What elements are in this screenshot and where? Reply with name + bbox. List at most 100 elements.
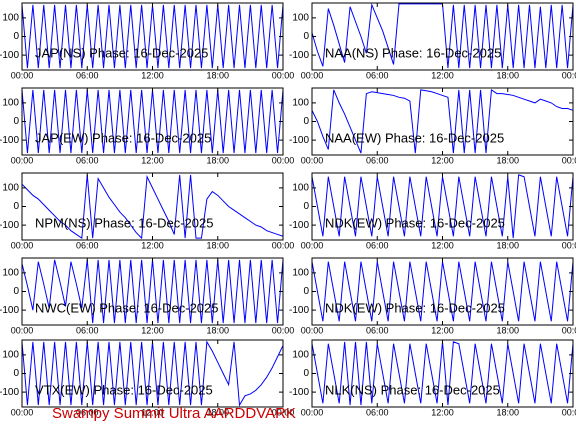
panel: -100010000:0006:0012:0018:0000:00NAA(EW)… [289, 87, 576, 165]
panel-title: NAA(NS) Phase: 16-Dec-2025 [325, 45, 501, 60]
y-tick-label: 100 [292, 350, 309, 361]
y-tick-label: -100 [289, 135, 309, 146]
y-tick-label: 100 [2, 350, 19, 361]
y-tick-label: 100 [2, 13, 19, 24]
y-tick-label: 100 [2, 98, 19, 109]
y-tick-label: 0 [303, 201, 309, 212]
panel-title: NAA(EW) Phase: 16-Dec-2025 [325, 130, 504, 145]
y-tick-label: -100 [289, 387, 309, 398]
panel-title: NDK(EW) Phase: 16-Dec-2025 [325, 300, 505, 315]
x-tick-label: 18:00 [496, 240, 519, 250]
plot-frame [22, 88, 283, 155]
x-tick-label: 00:00 [562, 155, 576, 165]
x-tick-label: 00:00 [301, 155, 324, 165]
x-tick-label: 00:00 [11, 70, 34, 80]
y-tick-label: 100 [292, 183, 309, 194]
panel: -100010000:0006:0012:0018:0000:00NLK(NS)… [289, 339, 576, 417]
x-tick-label: 18:00 [206, 325, 229, 335]
x-tick-label: 00:00 [562, 407, 576, 417]
panel: -100010000:0006:0012:0018:0000:00NAA(NS)… [289, 2, 576, 80]
x-tick-label: 18:00 [496, 407, 519, 417]
x-tick-label: 06:00 [76, 325, 99, 335]
y-tick-label: 0 [303, 31, 309, 42]
panel-title: NLK(NS) Phase: 16-Dec-2025 [325, 382, 500, 397]
plot-frame [312, 3, 573, 70]
x-tick-label: 06:00 [76, 240, 99, 250]
y-tick-label: 0 [303, 368, 309, 379]
x-tick-label: 12:00 [141, 70, 164, 80]
x-tick-label: 00:00 [272, 70, 295, 80]
y-tick-label: 0 [303, 116, 309, 127]
x-tick-label: 00:00 [562, 325, 576, 335]
panel-title: JAP(EW) Phase: 16-Dec-2025 [35, 130, 211, 145]
y-tick-label: 100 [292, 98, 309, 109]
x-tick-label: 00:00 [562, 240, 576, 250]
plot-frame [22, 340, 283, 407]
x-tick-label: 12:00 [141, 325, 164, 335]
y-tick-label: -100 [0, 305, 19, 316]
x-tick-label: 18:00 [206, 155, 229, 165]
x-tick-label: 00:00 [272, 325, 295, 335]
panel-title: NDK(EW) Phase: 16-Dec-2025 [325, 215, 505, 230]
y-tick-label: -100 [0, 220, 19, 231]
x-tick-label: 12:00 [431, 155, 454, 165]
panel-title: VTX(EW) Phase: 16-Dec-2025 [35, 382, 213, 397]
x-tick-label: 00:00 [562, 70, 576, 80]
x-tick-label: 18:00 [496, 325, 519, 335]
x-tick-label: 12:00 [141, 155, 164, 165]
x-tick-label: 18:00 [496, 155, 519, 165]
y-tick-label: 100 [2, 268, 19, 279]
plot-frame [312, 88, 573, 155]
y-tick-label: 0 [13, 286, 19, 297]
x-tick-label: 12:00 [431, 407, 454, 417]
caption: Swampy Summit Ultra AARDDVARK [52, 405, 296, 422]
x-tick-label: 00:00 [301, 325, 324, 335]
y-tick-label: 0 [303, 286, 309, 297]
x-tick-label: 06:00 [366, 325, 389, 335]
y-tick-label: 0 [13, 31, 19, 42]
x-tick-label: 12:00 [431, 325, 454, 335]
plot-frame [22, 258, 283, 325]
x-tick-label: 18:00 [206, 407, 229, 417]
x-tick-label: 00:00 [11, 240, 34, 250]
x-tick-label: 00:00 [272, 155, 295, 165]
phase-line [21, 174, 284, 240]
x-tick-label: 06:00 [76, 70, 99, 80]
x-tick-label: 18:00 [496, 70, 519, 80]
x-tick-label: 12:00 [141, 407, 164, 417]
x-tick-label: 00:00 [11, 407, 34, 417]
panel: -100010000:0006:0012:0018:0000:00NDK(EW)… [289, 172, 576, 250]
plot-frame [22, 3, 283, 70]
panel-title: NPM(NS) Phase: 16-Dec-2025 [35, 215, 213, 230]
y-tick-label: -100 [0, 135, 19, 146]
y-tick-label: -100 [0, 50, 19, 61]
plot-frame [22, 173, 283, 240]
x-tick-label: 00:00 [301, 240, 324, 250]
x-tick-label: 00:00 [301, 407, 324, 417]
x-tick-label: 12:00 [141, 240, 164, 250]
phase-line [311, 88, 574, 154]
x-tick-label: 12:00 [431, 70, 454, 80]
y-tick-label: 100 [292, 13, 309, 24]
x-tick-label: 06:00 [76, 407, 99, 417]
panel-title: NWC(EW) Phase: 16-Dec-2025 [35, 300, 219, 315]
x-tick-label: 18:00 [206, 70, 229, 80]
x-tick-label: 00:00 [272, 407, 295, 417]
y-tick-label: 0 [13, 201, 19, 212]
y-tick-label: -100 [289, 220, 309, 231]
y-tick-label: -100 [0, 387, 19, 398]
x-tick-label: 00:00 [301, 70, 324, 80]
y-tick-label: -100 [289, 50, 309, 61]
x-tick-label: 06:00 [366, 240, 389, 250]
y-tick-label: 100 [292, 268, 309, 279]
panel: -100010000:0006:0012:0018:0000:00NDK(EW)… [289, 257, 576, 335]
x-tick-label: 06:00 [76, 155, 99, 165]
x-tick-label: 00:00 [11, 155, 34, 165]
y-tick-label: 0 [13, 116, 19, 127]
